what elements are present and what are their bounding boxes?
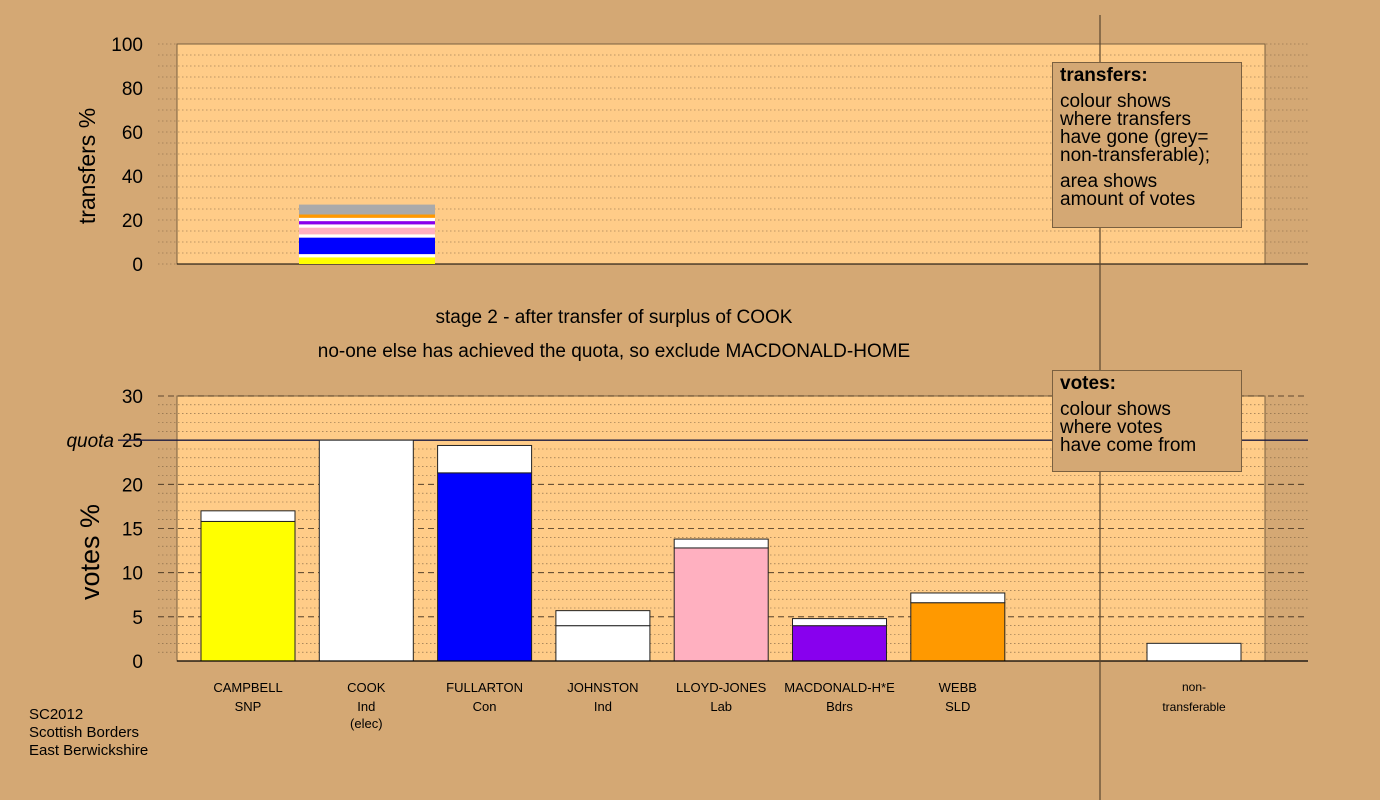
quota-label: quota: [66, 431, 114, 452]
candidate-name: MACDONALD-H*E: [784, 680, 895, 695]
transfer-segment: [299, 237, 435, 255]
candidate-name: JOHNSTON: [567, 680, 638, 695]
stage-caption: stage 2 - after transfer of surplus of C…: [436, 307, 793, 328]
transfer-segment: [299, 257, 435, 264]
source-line: East Berwickshire: [29, 742, 149, 759]
vote-bar-transfer: [437, 444, 533, 474]
transfer-segment: [299, 221, 435, 225]
y-tick-label: 25: [122, 431, 143, 452]
vote-bar-transfer: [673, 538, 769, 549]
y-tick-label: 20: [122, 211, 143, 232]
y-tick-label: 5: [132, 608, 143, 629]
candidate-name: FULLARTON: [446, 680, 523, 695]
y-tick-label: 0: [132, 652, 143, 673]
votes-panel: 0 5 10 15 20 25 30 quota votes % CAMPBELL SNP COOK I…: [66, 387, 1308, 731]
vote-bar-first: [792, 625, 887, 662]
candidate-party: Con: [473, 699, 497, 714]
candidate-party: Lab: [710, 699, 732, 714]
candidate-name: CAMPBELL: [213, 680, 282, 695]
candidate-party: Bdrs: [826, 699, 853, 714]
transfer-segment: [299, 217, 435, 222]
y-tick-label: 60: [122, 123, 143, 144]
transfer-segment: [299, 254, 435, 258]
candidate-party: SNP: [235, 699, 262, 714]
y-tick-label: 10: [122, 564, 143, 585]
candidate-party: Ind: [594, 699, 612, 714]
y-tick-label: 0: [132, 255, 143, 276]
votes-legend: votes: colour shows where votes have com…: [1052, 370, 1242, 472]
vote-bar-first: [555, 625, 651, 662]
transfers-legend-line: amount of votes: [1060, 189, 1196, 210]
candidate-name: LLOYD-JONES: [676, 680, 767, 695]
candidate-name: COOK: [347, 680, 386, 695]
transfer-segment: [299, 204, 435, 215]
transfer-segment: [299, 227, 435, 235]
y-axis-label: transfers %: [74, 108, 100, 224]
source-note: SC2012 Scottish Borders East Berwickshir…: [29, 706, 148, 760]
votes-legend-line: where votes: [1060, 417, 1163, 438]
vote-bar-transfer: [792, 618, 887, 627]
y-tick-label: 100: [111, 35, 143, 56]
non-transferable-label: non-: [1182, 680, 1206, 694]
vote-bar-transfer: [555, 610, 651, 627]
votes-legend-line: have come from: [1060, 435, 1197, 456]
candidate-party: SLD: [945, 699, 970, 714]
y-tick-label: 15: [122, 520, 143, 541]
candidate-name: WEBB: [939, 680, 977, 695]
vote-bar-transfer: [910, 592, 1006, 604]
candidate-party: Ind: [357, 699, 375, 714]
transfer-segment: [299, 214, 435, 218]
non-transferable-label: transferable: [1162, 700, 1226, 714]
votes-legend-title: votes:: [1060, 373, 1116, 394]
y-tick-label: 80: [122, 79, 143, 100]
exclusion-caption: no-one else has achieved the quota, so e…: [318, 341, 910, 362]
vote-bar-first: [200, 520, 296, 662]
candidate-note: (elec): [350, 716, 383, 731]
y-tick-label: 40: [122, 167, 143, 188]
votes-legend-line: colour shows: [1060, 399, 1171, 420]
transfers-legend-line: have gone (grey=: [1060, 127, 1209, 148]
vote-bar-transfer: [200, 510, 296, 522]
vote-bar-first: [910, 602, 1006, 662]
y-tick-label: 30: [122, 387, 143, 408]
vote-bar-first: [318, 439, 414, 662]
transfer-segment: [299, 224, 435, 228]
transfers-legend-line: non-transferable);: [1060, 145, 1210, 166]
vote-bar-first: [437, 472, 533, 662]
transfers-legend-title: transfers:: [1060, 65, 1148, 86]
transfers-legend-line: colour shows: [1060, 91, 1171, 112]
source-line: SC2012: [29, 706, 84, 723]
y-axis-label: votes %: [75, 504, 105, 600]
transfers-legend-line: area shows: [1060, 171, 1158, 192]
y-tick-label: 20: [122, 475, 143, 496]
source-line: Scottish Borders: [29, 724, 140, 741]
transfers-legend: transfers: colour shows where transfers …: [1052, 62, 1242, 228]
transfer-segment: [299, 234, 435, 238]
transfers-legend-line: where transfers: [1060, 109, 1191, 130]
non-transferable-bar: [1146, 642, 1242, 662]
vote-bar-first: [673, 547, 769, 662]
